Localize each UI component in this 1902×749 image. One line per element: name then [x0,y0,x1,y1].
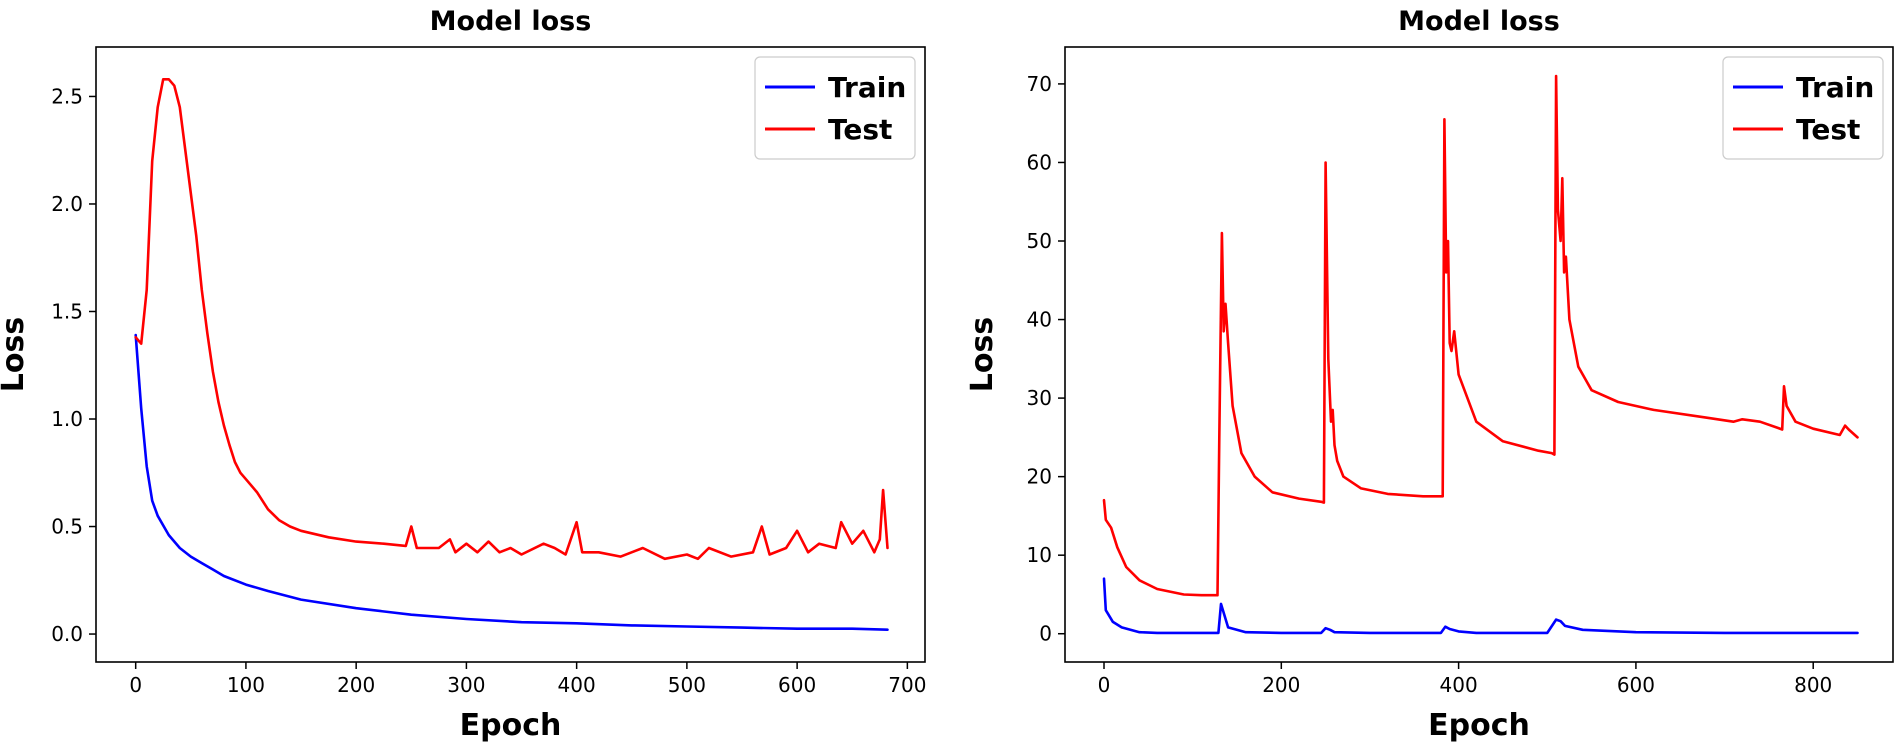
y-tick-label: 40 [1027,308,1052,332]
x-tick-label: 600 [1617,673,1655,697]
x-tick-label: 700 [888,673,926,697]
x-tick-label: 200 [1262,673,1300,697]
x-axis-label: Epoch [460,708,562,743]
y-axis-label: Loss [965,317,1000,392]
y-tick-label: 0.5 [51,515,83,539]
series-line-test [134,78,889,561]
y-tick-label: 70 [1027,72,1052,96]
y-tick-label: 0.0 [51,622,83,646]
legend: Train Test [1722,56,1884,160]
y-tick-label: 30 [1027,386,1052,410]
y-tick-label: 2.0 [51,192,83,216]
chart-title: Model loss [1398,6,1560,37]
x-tick-label: 100 [227,673,265,697]
y-tick-label: 60 [1027,150,1052,174]
x-axis-label: Epoch [1428,708,1530,743]
chart-title: Model loss [430,6,592,37]
y-tick-label: 20 [1027,465,1052,489]
x-tick-label: 0 [129,673,142,697]
legend-box [754,56,916,160]
y-tick-label: 10 [1027,543,1052,567]
chart-panel-2: Model loss 0 200 400 600 800 0 10 20 30 40 50 60 70 Ep… [965,6,1894,743]
series-line-test [1102,74,1859,597]
y-tick-label: 1.5 [51,299,83,323]
legend-label: Test [1796,113,1860,146]
series-line-train [134,333,889,632]
x-tick-label: 600 [778,673,816,697]
x-tick-label: 200 [337,673,375,697]
legend-label: Train [1796,71,1874,104]
x-tick-label: 0 [1098,673,1111,697]
legend-label: Test [828,113,892,146]
x-tick-label: 400 [1440,673,1478,697]
x-tick-label: 400 [558,673,596,697]
legend-label: Train [828,71,906,104]
y-tick-label: 0 [1039,622,1052,646]
y-tick-label: 50 [1027,229,1052,253]
x-tick-label: 800 [1794,673,1832,697]
chart-panel-1: Model loss 0 100 200 300 400 500 600 700 0.0 0.5 1.… [0,6,926,743]
series-line-train [1102,577,1859,635]
y-axis-label: Loss [0,317,31,392]
legend: Train Test [754,56,916,160]
y-tick-label: 1.0 [51,407,83,431]
x-tick-label: 500 [668,673,706,697]
legend-box [1722,56,1884,160]
y-tick-label: 2.5 [51,84,83,108]
plot-frame [95,46,926,663]
x-tick-label: 300 [447,673,485,697]
plot-frame [1064,46,1894,663]
